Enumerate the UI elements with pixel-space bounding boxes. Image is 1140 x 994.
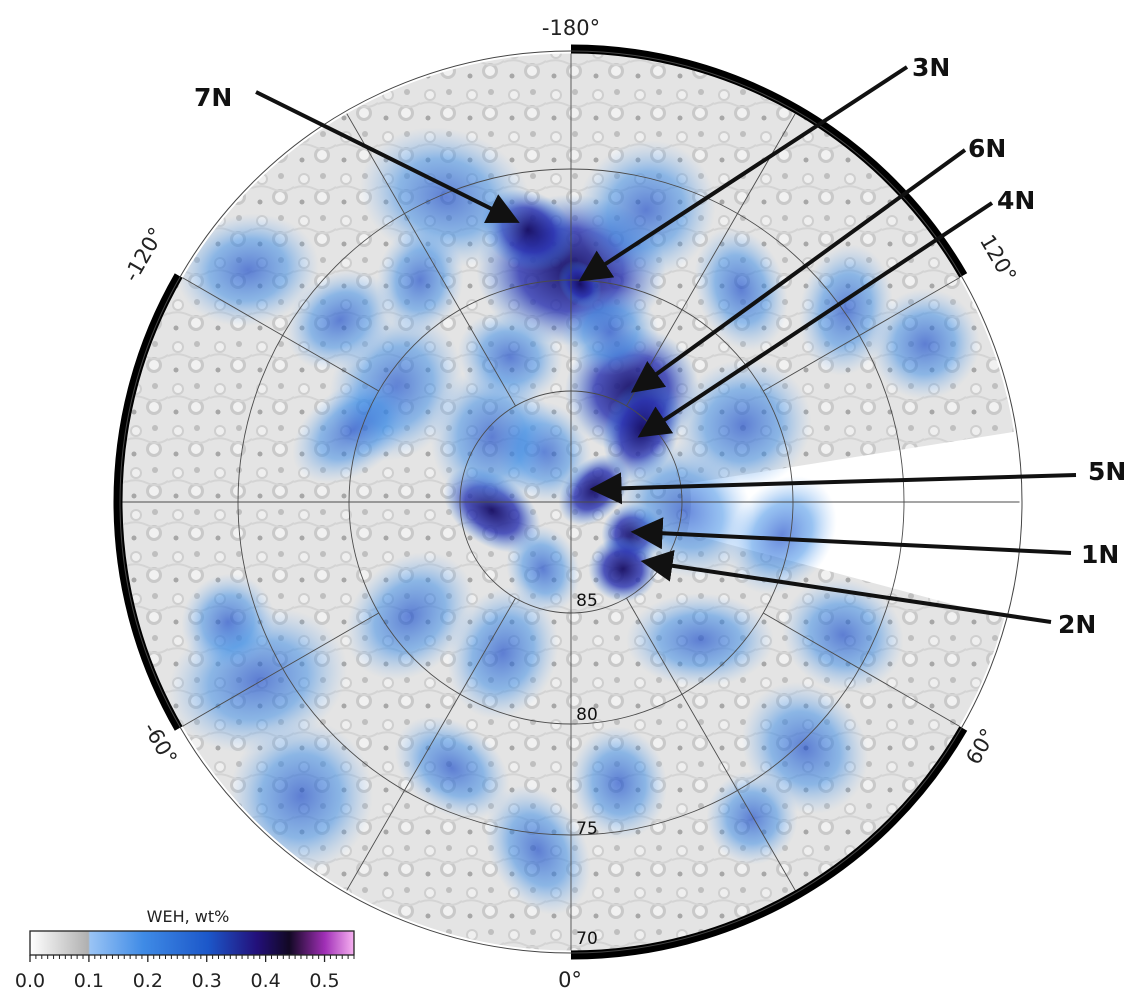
longitude-label-60: 60°: [961, 724, 1000, 768]
site-label-1n: 1N: [1081, 540, 1119, 569]
meridian-line: [345, 111, 516, 407]
longitude-label-minus-120: -120°: [119, 223, 169, 285]
latitude-label-80: 80: [576, 705, 598, 725]
site-arrow-7n: [255, 90, 520, 223]
latitude-labels: 85 80 75 70: [576, 591, 598, 949]
weh-patch: [376, 225, 464, 335]
weh-patch: [727, 475, 837, 595]
meridian-line: [626, 111, 797, 407]
weh-patch: [345, 551, 475, 681]
weh-patch: [870, 288, 980, 400]
weh-patch: [485, 785, 591, 915]
colorbar-tick-label-2: 0.2: [133, 970, 163, 992]
rim-segment: [570, 726, 968, 960]
colorbar-ticks: [29, 955, 355, 962]
colorbar-tick-label-3: 0.3: [192, 970, 222, 992]
graticule: [120, 51, 1022, 953]
outer-rim: [113, 44, 1029, 960]
site-label-3n: 3N: [912, 53, 950, 82]
weh-patch: [694, 227, 788, 351]
site-label-5n: 5N: [1088, 457, 1126, 486]
weh-patch: [286, 269, 394, 371]
longitude-label-0: 0°: [558, 968, 582, 992]
site-arrows: [255, 65, 1077, 624]
longitude-label-120: 120°: [975, 231, 1021, 287]
colorbar-tick-label-1: 0.1: [74, 970, 104, 992]
rim-segment: [174, 726, 572, 960]
colorbar-title: WEH, wt%: [147, 907, 230, 926]
weh-patch: [625, 593, 775, 687]
site-arrow-2n: [640, 549, 1052, 624]
colorbar-ramp: [29, 930, 355, 956]
site-arrow-6n: [630, 148, 967, 393]
colorbar-tick-label-5: 0.5: [309, 970, 339, 992]
longitude-label-180: -180°: [542, 16, 600, 40]
latitude-label-85: 85: [576, 591, 598, 611]
weh-patch: [176, 213, 320, 327]
site-arrow-3n: [578, 65, 909, 282]
weh-patch: [799, 244, 893, 376]
colorbar: WEH, wt% 0.0 0.1 0.2 0.3 0.4 0.5: [15, 907, 355, 992]
site-arrow-4n: [637, 201, 994, 438]
meridian-line: [180, 612, 379, 728]
rim-inner-stroke: [119, 50, 1023, 954]
weh-patch: [181, 573, 275, 671]
colorbar-tick-label-0: 0.0: [15, 970, 45, 992]
meridian-line: [180, 276, 379, 392]
site-arrow-1n: [630, 517, 1072, 555]
meridian-line: [345, 597, 516, 893]
colorbar-tick-label-4: 0.4: [250, 970, 280, 992]
rim-segment: [174, 44, 572, 278]
weh-patch: [570, 726, 668, 840]
site-label-4n: 4N: [997, 186, 1035, 215]
rim-segment: [570, 44, 968, 278]
weh-patch: [394, 716, 510, 820]
weh-patch: [561, 288, 659, 376]
weh-patch: [782, 578, 904, 692]
rim-segment: [959, 273, 1029, 731]
weh-patch: [292, 376, 414, 484]
weh-patch: [447, 586, 559, 720]
meridian-line: [763, 276, 962, 392]
weh-patch: [506, 524, 580, 614]
site-arrow-5n: [589, 472, 1077, 505]
site-label-7n: 7N: [194, 83, 232, 112]
rim-segment: [113, 273, 183, 731]
site-labels: 7N 3N 6N 4N 5N 1N 2N: [194, 53, 1126, 639]
meridian-line: [626, 597, 797, 893]
weh-patch: [457, 310, 563, 404]
map-disk: [120, 51, 1022, 953]
meridian-line: [763, 612, 962, 728]
weh-patches: [168, 127, 980, 915]
site-label-2n: 2N: [1058, 610, 1096, 639]
latitude-label-75: 75: [576, 819, 598, 839]
latitude-label-70: 70: [576, 929, 598, 949]
weh-patch: [706, 771, 798, 865]
weh-patch: [576, 140, 716, 280]
site-label-6n: 6N: [968, 134, 1006, 163]
